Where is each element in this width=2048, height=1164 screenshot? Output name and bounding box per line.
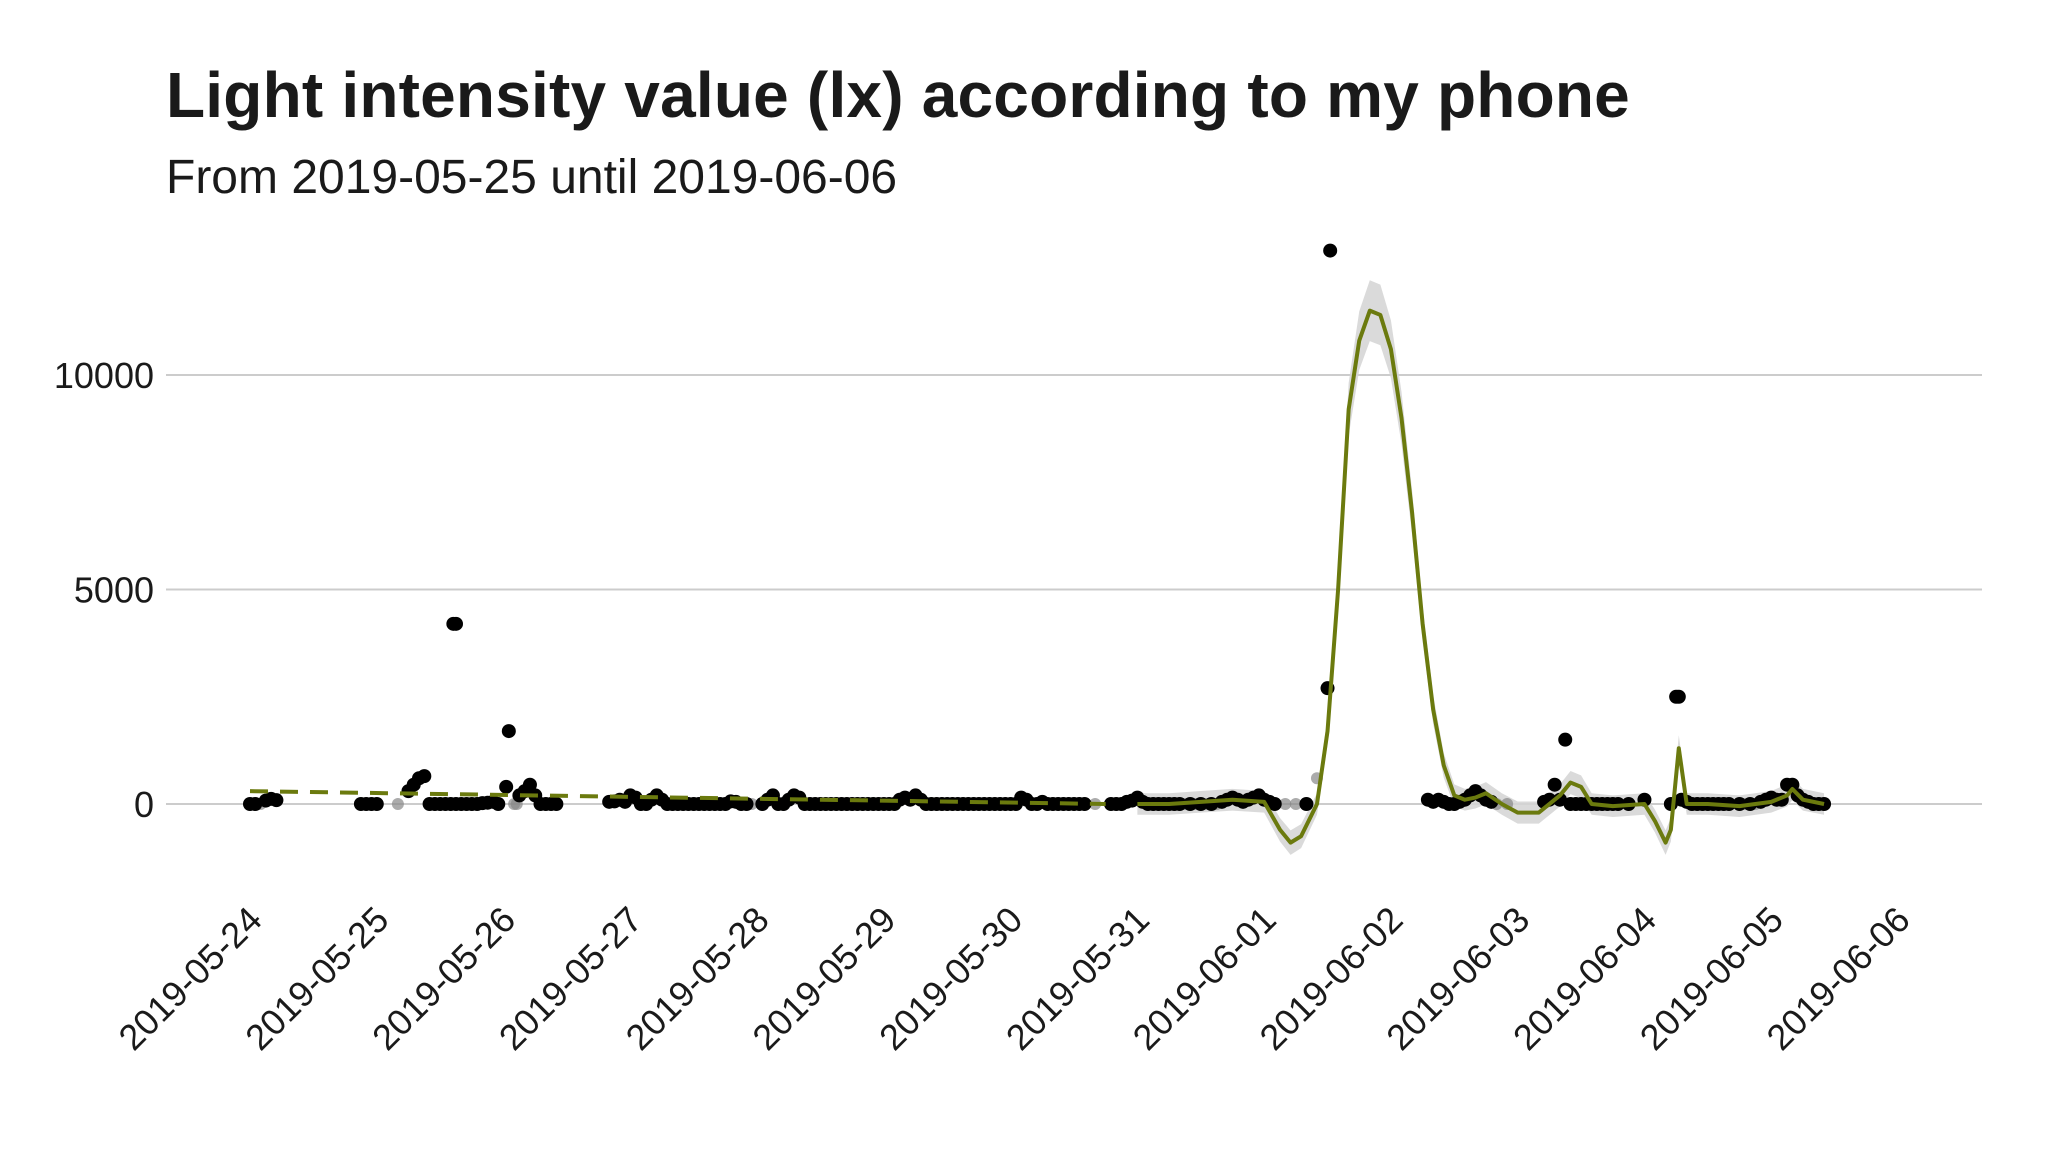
data-point: [1558, 732, 1573, 747]
light-point: [391, 798, 404, 810]
data-point: [549, 797, 564, 811]
y-tick-label: 10000: [54, 355, 154, 396]
light-point: [1279, 798, 1292, 810]
data-point: [1785, 777, 1800, 792]
smooth-line: [1137, 308, 1825, 845]
data-point: [501, 724, 516, 739]
data-point: [417, 769, 432, 784]
data-point: [1299, 797, 1314, 811]
x-axis-ticks: 2019-05-242019-05-252019-05-262019-05-27…: [110, 899, 1917, 1058]
data-point: [1077, 797, 1092, 811]
light-point: [1289, 798, 1302, 810]
data-point: [369, 797, 384, 811]
chart-title: Light intensity value (lx) according to …: [166, 59, 1630, 131]
y-tick-label: 0: [134, 784, 154, 825]
data-point: [1547, 777, 1562, 792]
ribbon-band: [1137, 280, 1825, 855]
confidence-ribbon: [1137, 280, 1825, 855]
y-axis-ticks: 0 5000 10000: [54, 355, 154, 825]
smooth-lines: [249, 308, 1825, 845]
data-point: [499, 779, 514, 794]
data-points: [243, 243, 1832, 811]
data-point: [1671, 689, 1686, 704]
y-tick-label: 5000: [74, 570, 154, 611]
trend-line: [249, 789, 1106, 806]
data-point: [491, 797, 506, 811]
data-point: [1323, 243, 1338, 258]
data-point: [522, 777, 537, 792]
data-point: [269, 793, 284, 808]
data-point: [248, 797, 263, 811]
data-point: [1267, 797, 1282, 811]
grid-lines: [166, 374, 1982, 805]
chart-subtitle: From 2019-05-25 until 2019-06-06: [166, 151, 898, 204]
data-point: [449, 616, 463, 631]
